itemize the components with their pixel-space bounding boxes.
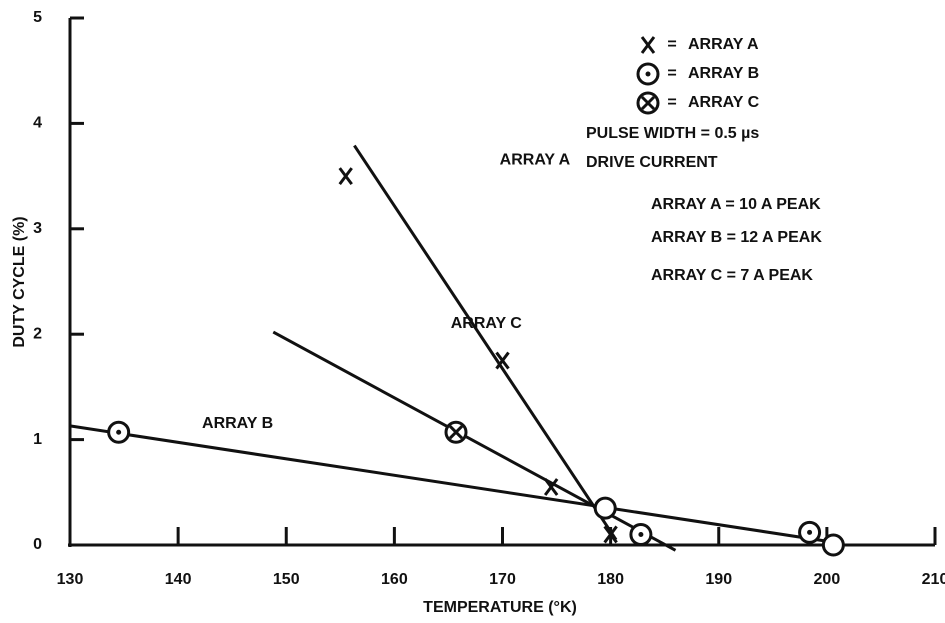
marker-ring — [593, 496, 617, 520]
x-axis-label: TEMPERATURE (°K) — [423, 599, 577, 616]
line-label: ARRAY A — [500, 152, 571, 169]
marker-stroke — [603, 525, 618, 544]
annotation: ARRAY C = 7 A PEAK — [651, 267, 813, 284]
legend-label: ARRAY B — [688, 65, 759, 82]
data-point — [495, 351, 510, 370]
x-tick-label: 170 — [489, 571, 516, 588]
marker-ring — [821, 533, 845, 557]
marker-dot — [645, 71, 651, 77]
marker-stroke — [543, 478, 559, 496]
annotation: ARRAY A = 10 A PEAK — [651, 196, 821, 213]
legend-marker — [636, 91, 660, 115]
marker-stroke — [640, 95, 656, 111]
legend-label: ARRAY C — [688, 94, 760, 111]
x-tick-label: 140 — [165, 571, 192, 588]
marker-stroke — [448, 425, 464, 440]
data-point — [338, 167, 353, 186]
y-tick-label: 4 — [33, 115, 42, 132]
y-axis-label: DUTY CYCLE (%) — [11, 216, 28, 347]
data-point — [444, 420, 468, 444]
marker-stroke — [338, 167, 353, 186]
fit-line — [353, 144, 618, 541]
data-point — [629, 522, 653, 546]
x-tick-label: 180 — [597, 571, 624, 588]
legend-separator: = — [667, 94, 676, 111]
marker-stroke — [640, 36, 656, 54]
marker-dot — [116, 429, 122, 435]
legend-marker — [640, 36, 656, 54]
legend-label: ARRAY A — [688, 36, 759, 53]
y-tick-label: 2 — [33, 325, 42, 342]
legend-separator: = — [667, 36, 676, 53]
annotation: PULSE WIDTH = 0.5 µs — [586, 125, 759, 142]
marker-stroke — [495, 351, 510, 370]
data-point — [603, 525, 618, 544]
marker-dot — [638, 531, 644, 537]
line-label: ARRAY C — [451, 315, 523, 332]
y-tick-label: 1 — [33, 431, 42, 448]
x-tick-label: 150 — [273, 571, 300, 588]
data-point — [107, 420, 131, 444]
marker-dot — [807, 529, 813, 535]
data-point — [593, 496, 617, 520]
line-label: ARRAY B — [202, 415, 273, 432]
y-tick-label: 3 — [33, 220, 42, 237]
annotation: ARRAY B = 12 A PEAK — [651, 229, 822, 246]
annotation: DRIVE CURRENT — [586, 154, 718, 171]
y-tick-label: 0 — [33, 536, 42, 553]
fit-line — [272, 330, 677, 552]
data-point — [798, 520, 822, 544]
data-point — [543, 478, 559, 496]
data-point — [821, 533, 845, 557]
legend-marker — [636, 62, 660, 86]
x-tick-label: 160 — [381, 571, 408, 588]
x-tick-label: 190 — [705, 571, 732, 588]
x-tick-label: 130 — [57, 571, 84, 588]
x-tick-label: 200 — [814, 571, 841, 588]
fit-line — [69, 424, 832, 544]
y-tick-label: 5 — [33, 9, 42, 26]
legend-separator: = — [667, 65, 676, 82]
x-tick-label: 210 — [922, 571, 945, 588]
